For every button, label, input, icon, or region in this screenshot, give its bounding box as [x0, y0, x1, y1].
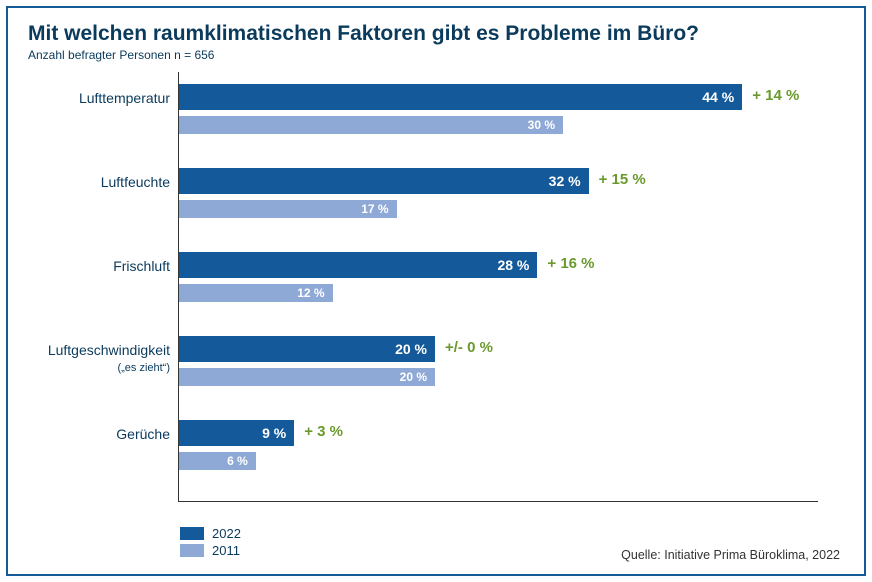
- category-label: Lufttemperatur: [28, 90, 170, 106]
- bars-container: 32 % + 15 % 17 %: [179, 168, 819, 218]
- bar-group: Frischluft 28 % + 16 % 12 %: [28, 252, 844, 332]
- legend-item: 2011: [180, 543, 241, 558]
- legend: 2022 2011: [180, 526, 241, 560]
- bar-value-label: 9 %: [262, 425, 286, 441]
- source-label: Quelle: Initiative Prima Büroklima, 2022: [621, 548, 840, 562]
- bar-group: Gerüche 9 % + 3 % 6 %: [28, 420, 844, 500]
- bars-container: 20 % +/- 0 % 20 %: [179, 336, 819, 386]
- legend-swatch: [180, 544, 204, 557]
- bars-container: 44 % + 14 % 30 %: [179, 84, 819, 134]
- plot-area: Lufttemperatur 44 % + 14 % 30 % Luftfeuchte 3…: [28, 72, 844, 502]
- chart-frame: Mit welchen raumklimatischen Faktoren gi…: [6, 6, 866, 576]
- delta-label: +/- 0 %: [445, 339, 493, 356]
- legend-label: 2022: [212, 526, 241, 541]
- bar-group: Luftfeuchte 32 % + 15 % 17 %: [28, 168, 844, 248]
- bar-2011: 6 %: [179, 452, 256, 470]
- bar-2022: 20 %: [179, 336, 435, 362]
- bar-2011: 12 %: [179, 284, 333, 302]
- bar-2011: 20 %: [179, 368, 435, 386]
- bar-value-label: 12 %: [297, 286, 324, 300]
- legend-label: 2011: [212, 543, 240, 558]
- bar-2011: 17 %: [179, 200, 397, 218]
- bar-group: Luftgeschwindigkeit(„es zieht“) 20 % +/- 0…: [28, 336, 844, 416]
- category-label: Gerüche: [28, 426, 170, 442]
- bar-value-label: 30 %: [528, 118, 555, 132]
- bar-2011: 30 %: [179, 116, 563, 134]
- bar-2022: 28 %: [179, 252, 537, 278]
- delta-label: + 3 %: [304, 423, 343, 440]
- bar-2022: 9 %: [179, 420, 294, 446]
- delta-label: + 16 %: [547, 255, 594, 272]
- bar-value-label: 32 %: [549, 173, 581, 189]
- bar-2022: 44 %: [179, 84, 742, 110]
- bar-groups: Lufttemperatur 44 % + 14 % 30 % Luftfeuchte 3…: [28, 84, 844, 504]
- bar-value-label: 6 %: [227, 454, 248, 468]
- chart-subtitle: Anzahl befragter Personen n = 656: [28, 48, 844, 62]
- bar-value-label: 20 %: [395, 341, 427, 357]
- legend-swatch: [180, 527, 204, 540]
- category-label: Luftfeuchte: [28, 174, 170, 190]
- bars-container: 9 % + 3 % 6 %: [179, 420, 819, 470]
- category-label: Luftgeschwindigkeit(„es zieht“): [28, 342, 170, 375]
- delta-label: + 14 %: [752, 87, 799, 104]
- bars-container: 28 % + 16 % 12 %: [179, 252, 819, 302]
- bar-group: Lufttemperatur 44 % + 14 % 30 %: [28, 84, 844, 164]
- bar-2022: 32 %: [179, 168, 589, 194]
- bar-value-label: 44 %: [702, 89, 734, 105]
- bar-value-label: 20 %: [400, 370, 427, 384]
- bar-value-label: 17 %: [361, 202, 388, 216]
- chart-title: Mit welchen raumklimatischen Faktoren gi…: [28, 22, 844, 46]
- category-label: Frischluft: [28, 258, 170, 274]
- legend-item: 2022: [180, 526, 241, 541]
- delta-label: + 15 %: [599, 171, 646, 188]
- bar-value-label: 28 %: [497, 257, 529, 273]
